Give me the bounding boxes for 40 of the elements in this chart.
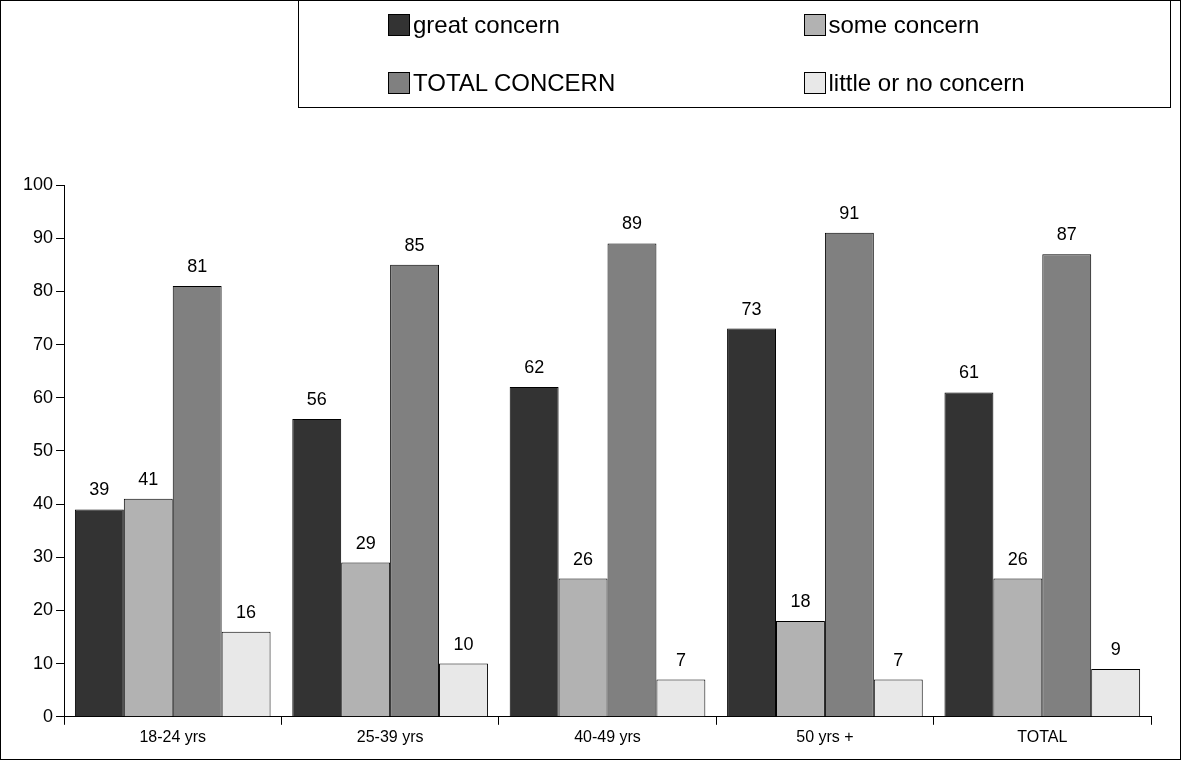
data-label: 26 [573, 548, 594, 569]
y-tick-label: 10 [33, 652, 54, 673]
data-label: 16 [236, 601, 257, 622]
y-tick-label: 90 [33, 227, 54, 248]
x-tick-label: TOTAL [1017, 727, 1068, 745]
y-tick-label: 20 [33, 599, 54, 620]
data-label: 87 [1056, 224, 1077, 245]
data-label: 91 [839, 202, 860, 223]
x-tick-label: 25-39 yrs [356, 727, 424, 745]
data-label: 81 [187, 256, 208, 277]
y-tick-label: 50 [33, 439, 54, 460]
legend-label: little or no concern [828, 69, 1025, 97]
y-tick-label: 70 [33, 333, 54, 354]
data-label: 61 [958, 362, 979, 383]
y-tick-label: 30 [33, 546, 54, 567]
y-tick-label: 100 [22, 173, 54, 194]
data-label: 29 [355, 532, 376, 553]
y-tick-label: 0 [43, 705, 54, 726]
data-label: 56 [306, 388, 327, 409]
y-tick-label: 80 [33, 280, 54, 301]
x-tick-label: 50 yrs + [796, 727, 854, 745]
data-label: 7 [675, 649, 686, 670]
legend-label: some concern [828, 11, 980, 39]
data-label: 7 [893, 649, 904, 670]
data-label: 10 [453, 633, 474, 654]
legend-label: great concern [413, 11, 560, 39]
legend-label: TOTAL CONCERN [413, 69, 616, 97]
data-label: 9 [1110, 638, 1121, 659]
data-label: 26 [1007, 548, 1028, 569]
data-label: 62 [524, 357, 545, 378]
x-tick-label: 18-24 yrs [139, 727, 207, 745]
data-label: 41 [138, 468, 159, 489]
x-tick-label: 40-49 yrs [574, 727, 641, 745]
data-label: 18 [790, 591, 811, 612]
data-label: 73 [741, 298, 762, 319]
data-label: 85 [404, 234, 425, 255]
y-tick-label: 40 [33, 493, 54, 514]
data-label: 39 [89, 479, 110, 500]
data-label: 89 [621, 213, 642, 234]
y-tick-label: 60 [33, 386, 54, 407]
